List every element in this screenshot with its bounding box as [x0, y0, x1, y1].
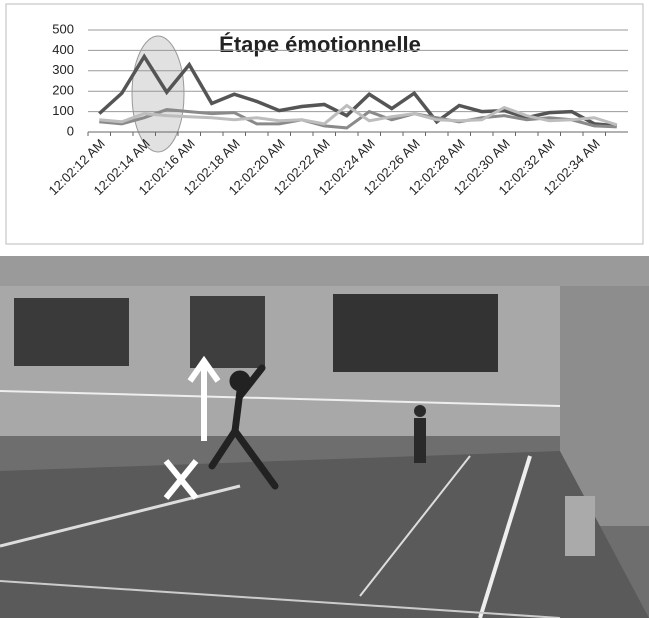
wall-panel — [190, 296, 265, 368]
y-tick-label: 200 — [52, 83, 74, 98]
player — [208, 364, 279, 490]
chart-title: Étape émotionnelle — [219, 32, 421, 57]
bench — [565, 496, 595, 556]
cross-mark — [163, 459, 199, 500]
y-tick-label: 500 — [52, 21, 74, 36]
series-line — [99, 108, 617, 130]
floor — [0, 451, 649, 618]
chart: Étape émotionnelle 010020030040050012:02… — [5, 3, 644, 245]
wall-panel — [333, 294, 498, 372]
photo — [0, 256, 649, 618]
arrow-head — [187, 355, 221, 383]
y-tick-label: 400 — [52, 42, 74, 57]
court-line — [359, 455, 471, 597]
court-line — [478, 455, 532, 618]
y-tick-label: 100 — [52, 103, 74, 118]
court-line — [0, 580, 561, 618]
y-tick-label: 300 — [52, 62, 74, 77]
highlight-ellipse — [131, 35, 185, 153]
person — [414, 418, 426, 463]
series-line — [99, 103, 618, 127]
wall-panel — [14, 298, 129, 366]
y-tick-label: 0 — [67, 123, 74, 138]
person — [414, 405, 426, 417]
net — [0, 390, 561, 407]
court-line — [0, 484, 241, 548]
